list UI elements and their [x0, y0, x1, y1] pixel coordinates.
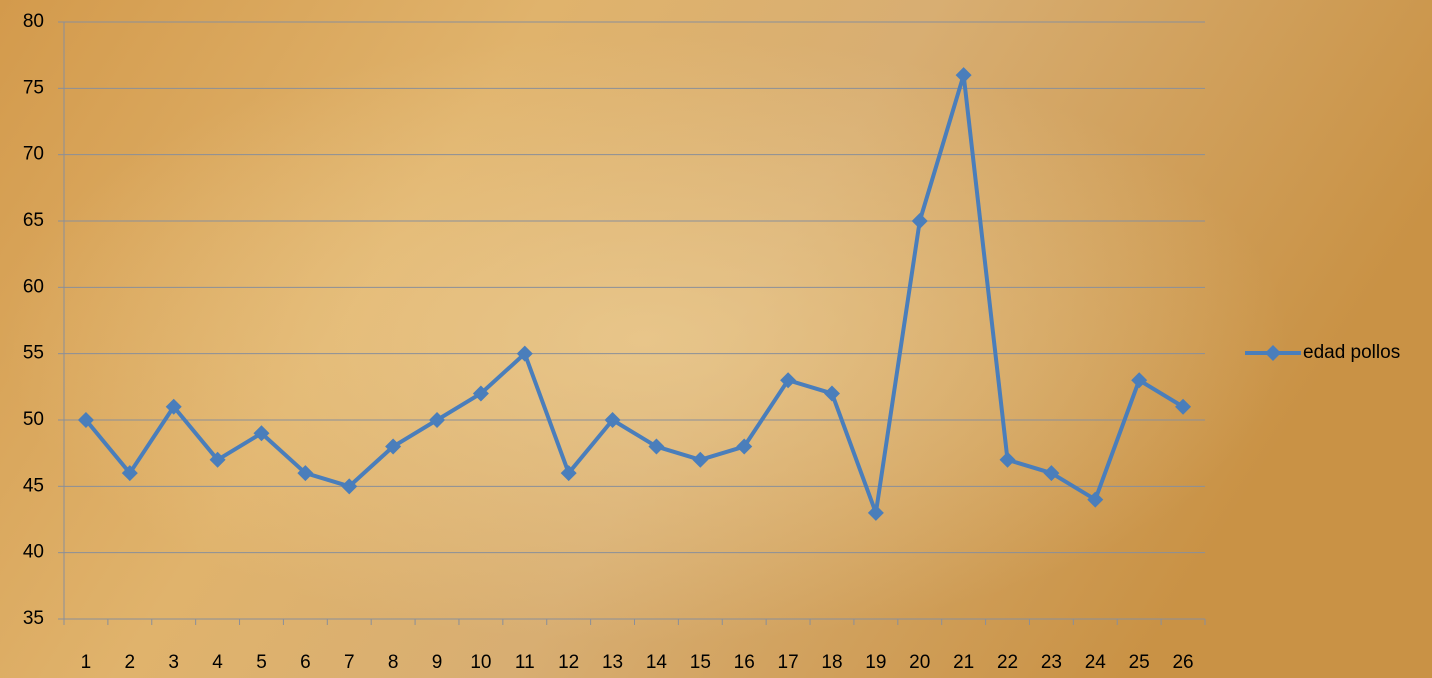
data-point — [1131, 372, 1148, 389]
data-point — [736, 438, 753, 455]
y-tick-label: 70 — [23, 144, 44, 165]
x-tick-label: 22 — [997, 652, 1018, 673]
data-point — [1175, 398, 1192, 415]
x-tick-label: 14 — [646, 652, 668, 673]
data-point — [692, 451, 709, 468]
x-tick-label: 5 — [256, 652, 267, 673]
data-point — [780, 372, 797, 389]
y-tick-label: 80 — [23, 11, 44, 32]
y-tick-label: 35 — [23, 608, 44, 629]
x-tick-label: 6 — [300, 652, 311, 673]
y-tick-label: 55 — [23, 343, 44, 364]
data-point — [1087, 491, 1104, 508]
data-point — [165, 398, 182, 415]
data-point — [121, 465, 138, 482]
x-tick-label: 16 — [734, 652, 755, 673]
x-tick-label: 7 — [344, 652, 355, 673]
data-point — [429, 412, 446, 428]
y-tick-label: 75 — [23, 77, 44, 98]
data-point — [297, 465, 314, 482]
x-tick-label: 18 — [821, 652, 842, 673]
x-tick-label: 4 — [212, 652, 223, 673]
series-line — [84, 73, 1185, 515]
x-tick-label: 23 — [1041, 652, 1062, 673]
y-tick-label: 40 — [23, 542, 44, 563]
data-point — [648, 438, 665, 455]
data-point — [1043, 465, 1060, 482]
y-tick-label: 65 — [23, 210, 44, 231]
x-tick-label: 9 — [432, 652, 443, 673]
data-point — [209, 451, 226, 468]
data-point — [999, 451, 1016, 468]
x-tick-label: 15 — [690, 652, 711, 673]
data-point — [604, 412, 621, 428]
data-point — [823, 385, 840, 402]
x-tick-label: 1 — [81, 652, 92, 673]
data-point — [911, 213, 928, 229]
data-point — [385, 438, 402, 455]
legend-marker — [1265, 345, 1281, 361]
x-tick-label: 10 — [470, 652, 491, 673]
x-tick-label: 24 — [1085, 652, 1107, 673]
data-point — [77, 412, 94, 428]
x-tick-label: 13 — [602, 652, 623, 673]
x-tick-label: 17 — [778, 652, 799, 673]
data-point — [253, 425, 270, 442]
data-point — [516, 345, 533, 362]
data-point — [560, 465, 577, 482]
x-tick-label: 25 — [1129, 652, 1150, 673]
x-tick-label: 12 — [558, 652, 579, 673]
data-point — [472, 385, 489, 402]
y-tick-label: 45 — [23, 475, 44, 496]
x-tick-label: 26 — [1172, 652, 1193, 673]
x-tick-label: 19 — [865, 652, 886, 673]
y-tick-label: 50 — [23, 409, 44, 430]
x-tick-label: 8 — [388, 652, 399, 673]
x-tick-label: 21 — [953, 652, 974, 673]
x-tick-label: 3 — [168, 652, 179, 673]
data-point — [341, 478, 358, 495]
x-tick-label: 20 — [909, 652, 930, 673]
data-point — [867, 504, 884, 521]
x-tick-label: 2 — [125, 652, 136, 673]
x-tick-label: 11 — [515, 652, 535, 673]
data-point — [955, 67, 972, 84]
legend-label: edad pollos — [1303, 342, 1400, 363]
y-tick-label: 60 — [23, 276, 44, 297]
